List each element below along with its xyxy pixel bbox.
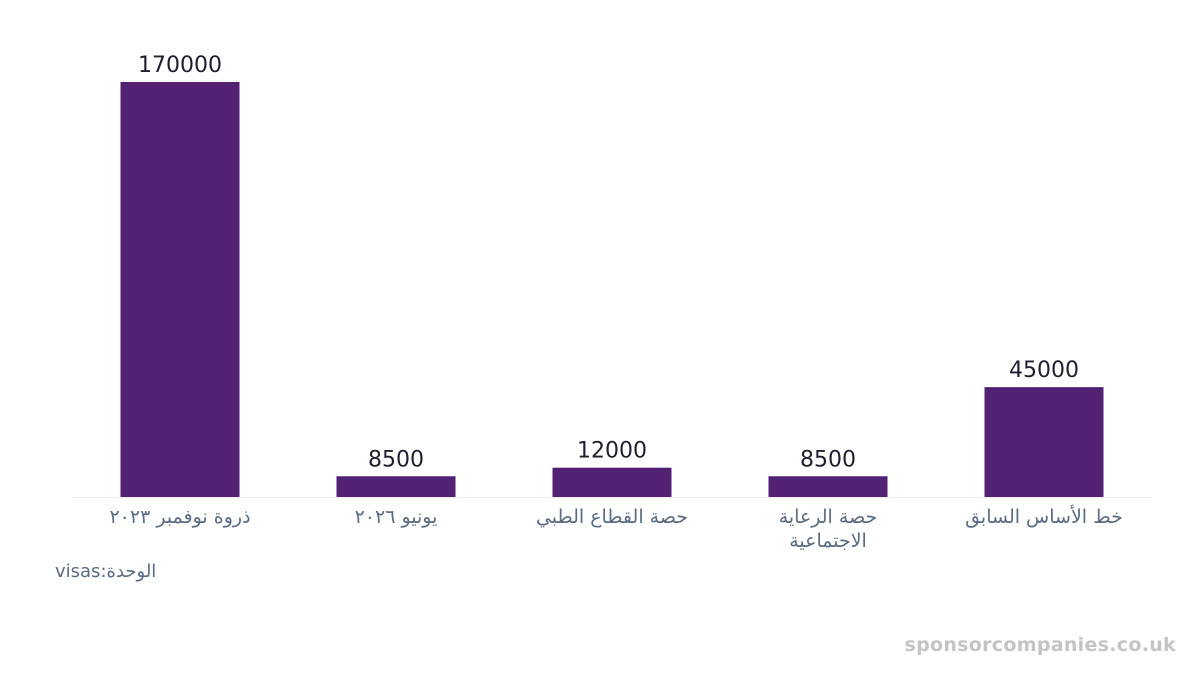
bar-value-label: 12000 bbox=[577, 439, 647, 464]
category-label: حصة القطاع الطبي bbox=[536, 506, 688, 528]
bar bbox=[552, 467, 672, 497]
bar bbox=[984, 387, 1104, 497]
bar-value-label: 8500 bbox=[368, 447, 424, 472]
category-label: حصة الرعاية الاجتماعية bbox=[779, 506, 878, 552]
watermark: sponsorcompanies.co.uk bbox=[904, 634, 1176, 656]
bar bbox=[120, 82, 240, 497]
bar bbox=[336, 476, 456, 497]
category-label: يونيو ٢٠٢٦ bbox=[355, 506, 438, 528]
category-label: خط الأساس السابق bbox=[965, 505, 1123, 528]
bars-group bbox=[120, 82, 1104, 497]
bar-value-label: 8500 bbox=[800, 447, 856, 472]
bar-value-label: 45000 bbox=[1009, 358, 1079, 383]
bar-value-label: 170000 bbox=[138, 53, 222, 78]
category-labels-group: ذروة نوفمبر ٢٠٢٣ يونيو ٢٠٢٦ حصة القطاع الط… bbox=[109, 505, 1122, 552]
category-label: ذروة نوفمبر ٢٠٢٣ bbox=[109, 506, 250, 528]
value-labels-group: 170000 8500 12000 8500 45000 bbox=[138, 53, 1079, 472]
unit-label: الوحدة:visas bbox=[55, 561, 157, 582]
bar bbox=[768, 476, 888, 497]
